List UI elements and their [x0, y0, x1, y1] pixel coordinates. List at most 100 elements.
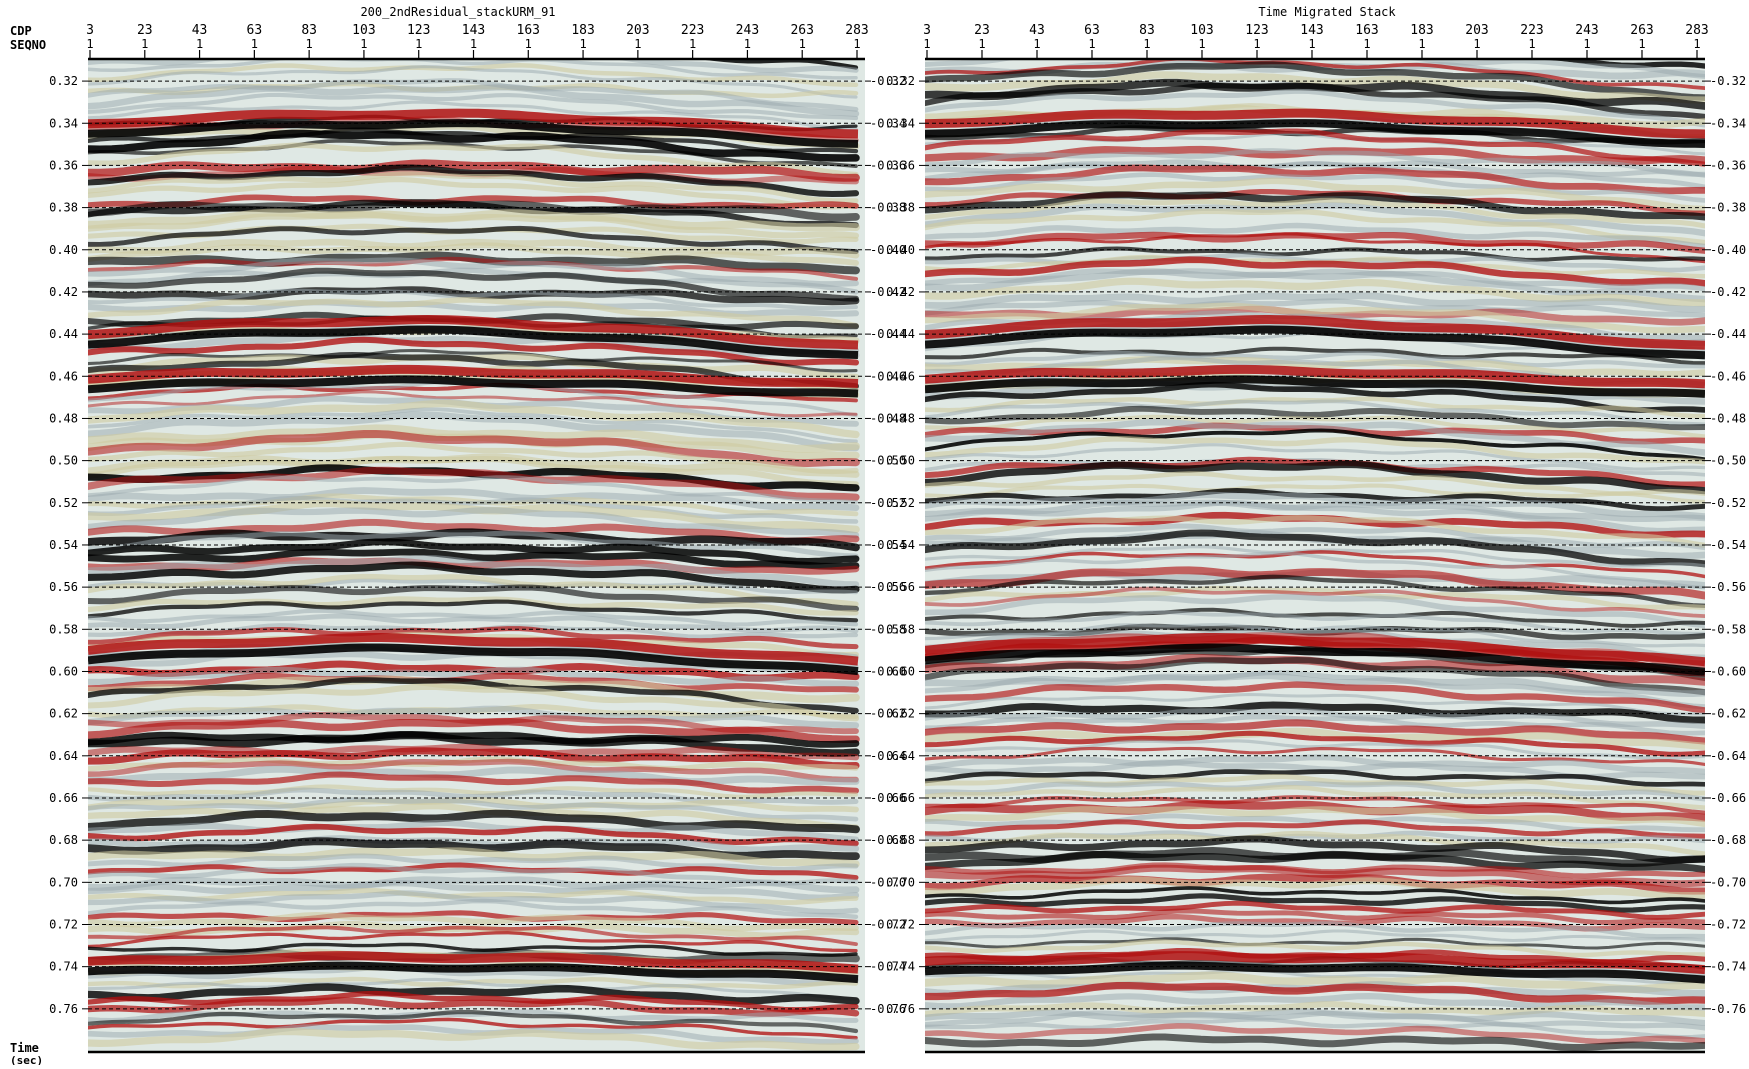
time-tick-label: 0.68: [886, 833, 915, 847]
time-tick-label: 0.56: [49, 580, 78, 594]
cdp-tick-label: 263: [1630, 23, 1653, 38]
time-tick-label-right: -0.72: [870, 917, 906, 931]
time-tick-label-right: -0.40: [870, 243, 906, 257]
time-tick-label: 0.34: [886, 116, 915, 130]
cdp-tick-label: 143: [1300, 23, 1323, 38]
time-tick-label-right: -0.44: [870, 327, 906, 341]
time-tick-label: 0.64: [886, 749, 915, 763]
time-tick-label-right: -0.52: [1710, 496, 1746, 510]
time-tick-label: 0.72: [49, 917, 78, 931]
seqno-tick-label: 1: [141, 37, 148, 51]
time-tick-label-right: -0.50: [1710, 454, 1746, 468]
seismic-image: [88, 60, 865, 1051]
seismic-image: [925, 60, 1705, 1051]
time-tick-label-right: -0.62: [1710, 707, 1746, 721]
time-tick-label-right: -0.72: [1710, 917, 1746, 931]
time-tick-label: 0.62: [886, 707, 915, 721]
seqno-tick-label: 1: [1638, 37, 1645, 51]
cdp-tick-label: 63: [1084, 23, 1100, 38]
cdp-tick-label: 183: [571, 23, 594, 38]
seqno-tick-label: 1: [306, 37, 313, 51]
time-tick-label-right: -0.38: [870, 201, 906, 215]
time-tick-label: 0.64: [49, 749, 78, 763]
time-tick-label: 0.40: [49, 243, 78, 257]
seqno-tick-label: 1: [525, 37, 532, 51]
time-tick-label-right: -0.60: [1710, 664, 1746, 678]
cdp-tick-label: 63: [247, 23, 263, 38]
time-tick-label: 0.66: [886, 791, 915, 805]
seqno-tick-label: 1: [923, 37, 930, 51]
time-tick-label-right: -0.34: [1710, 116, 1746, 130]
time-tick-label: 0.32: [49, 74, 78, 88]
time-tick-label-right: -0.54: [1710, 538, 1746, 552]
cdp-tick-label: 3: [923, 23, 931, 38]
time-tick-label: 0.46: [49, 369, 78, 383]
cdp-tick-label: 223: [681, 23, 704, 38]
cdp-tick-label: 23: [137, 23, 153, 38]
seqno-tick-label: 1: [1088, 37, 1095, 51]
time-tick-label-right: -0.32: [1710, 74, 1746, 88]
time-tick-label: 0.48: [886, 411, 915, 425]
time-tick-label: 0.74: [49, 960, 78, 974]
time-tick-label-right: -0.74: [870, 960, 906, 974]
time-tick-label-right: -0.54: [870, 538, 906, 552]
time-tick-label-right: -0.76: [870, 1002, 906, 1016]
time-tick-label: 0.62: [49, 707, 78, 721]
time-tick-label: 0.60: [49, 664, 78, 678]
seqno-tick-label: 1: [689, 37, 696, 51]
time-tick-label: 0.38: [49, 201, 78, 215]
time-tick-label: 0.68: [49, 833, 78, 847]
time-tick-label: 0.40: [886, 243, 915, 257]
time-tick-label: 0.46: [886, 369, 915, 383]
time-tick-label-right: -0.68: [1710, 833, 1746, 847]
cdp-tick-label: 3: [86, 23, 94, 38]
time-tick-label-right: -0.36: [1710, 158, 1746, 172]
time-label: Time: [10, 1041, 39, 1055]
cdp-tick-label: 83: [1139, 23, 1155, 38]
seqno-tick-label: 1: [744, 37, 751, 51]
time-tick-label: 0.60: [886, 664, 915, 678]
time-tick-label: 0.52: [49, 496, 78, 510]
time-tick-label-right: -0.40: [1710, 243, 1746, 257]
cdp-tick-label: 43: [1029, 23, 1045, 38]
time-tick-label: 0.50: [886, 454, 915, 468]
cdp-tick-label: 23: [974, 23, 990, 38]
cdp-tick-label: 183: [1410, 23, 1433, 38]
cdp-tick-label: 83: [301, 23, 317, 38]
seqno-tick-label: 1: [415, 37, 422, 51]
time-tick-label-right: -0.64: [870, 749, 906, 763]
time-tick-label-right: -0.58: [870, 622, 906, 636]
time-tick-label-right: -0.48: [1710, 411, 1746, 425]
cdp-tick-label: 143: [462, 23, 485, 38]
time-tick-label: 0.74: [886, 960, 915, 974]
time-tick-label-right: -0.60: [870, 664, 906, 678]
time-tick-label-right: -0.42: [870, 285, 906, 299]
time-tick-label-right: -0.74: [1710, 960, 1746, 974]
time-tick-label: 0.48: [49, 411, 78, 425]
time-tick-label: 0.32: [886, 74, 915, 88]
time-tick-label: 0.52: [886, 496, 915, 510]
seqno-tick-label: 1: [1143, 37, 1150, 51]
time-tick-label-right: -0.68: [870, 833, 906, 847]
time-unit-label: (sec): [10, 1054, 43, 1065]
seqno-tick-label: 1: [1308, 37, 1315, 51]
seqno-tick-label: 1: [196, 37, 203, 51]
time-tick-label-right: -0.58: [1710, 622, 1746, 636]
seqno-tick-label: 1: [978, 37, 985, 51]
panel-1-title: 200_2ndResidual_stackURM_91: [360, 5, 555, 19]
time-tick-label: 0.44: [886, 327, 915, 341]
cdp-label: CDP: [10, 24, 32, 38]
time-tick-label: 0.50: [49, 454, 78, 468]
cdp-tick-label: 43: [192, 23, 208, 38]
time-tick-label: 0.38: [886, 201, 915, 215]
time-tick-label: 0.44: [49, 327, 78, 341]
time-tick-label-right: -0.46: [1710, 369, 1746, 383]
cdp-tick-label: 203: [626, 23, 649, 38]
time-tick-label: 0.42: [886, 285, 915, 299]
seqno-tick-label: 1: [1583, 37, 1590, 51]
time-tick-label-right: -0.56: [870, 580, 906, 594]
seqno-tick-label: 1: [1253, 37, 1260, 51]
time-tick-label-right: -0.66: [870, 791, 906, 805]
